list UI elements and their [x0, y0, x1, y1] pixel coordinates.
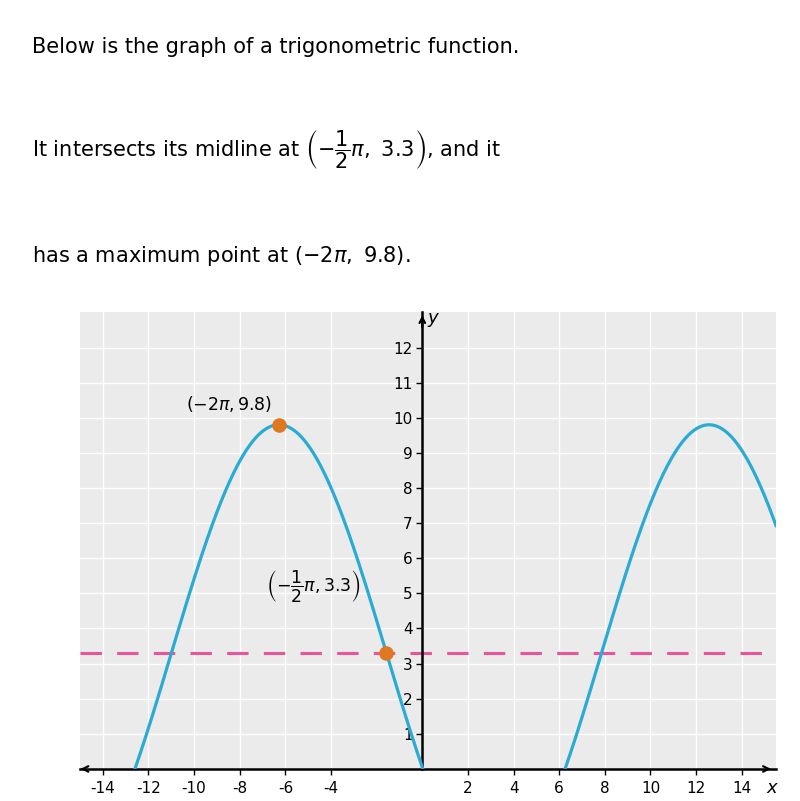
Point: [380, 646, 393, 659]
Point: [273, 418, 286, 431]
Text: y: y: [427, 308, 438, 327]
Text: x: x: [766, 779, 777, 797]
Text: It intersects its midline at $\left(-\dfrac{1}{2}\pi,\ 3.3\right)$, and it: It intersects its midline at $\left(-\df…: [32, 128, 501, 171]
Text: has a maximum point at $(-2\pi,\ 9.8)$.: has a maximum point at $(-2\pi,\ 9.8)$.: [32, 244, 410, 268]
Text: $\left(-\dfrac{1}{2}\pi, 3.3\right)$: $\left(-\dfrac{1}{2}\pi, 3.3\right)$: [266, 568, 361, 604]
Text: $(-2\pi, 9.8)$: $(-2\pi, 9.8)$: [186, 394, 272, 414]
Text: Below is the graph of a trigonometric function.: Below is the graph of a trigonometric fu…: [32, 37, 519, 57]
